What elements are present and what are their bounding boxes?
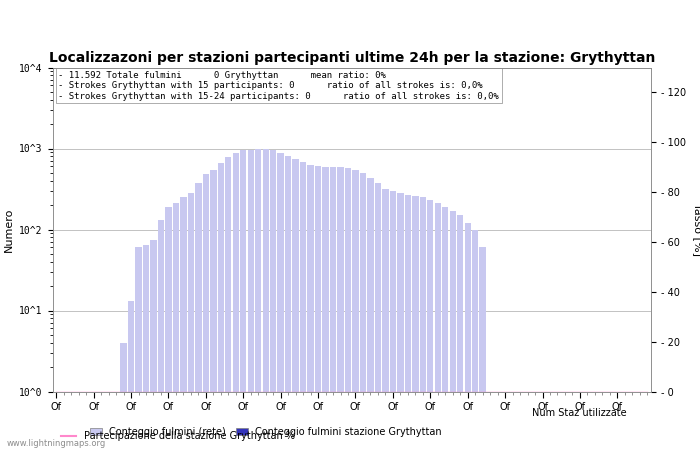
Bar (68, 392, 74, 450)
Bar (607, 392, 613, 450)
Bar (599, 392, 605, 450)
Legend: Partecipazione della stazione Grythyttan %: Partecipazione della stazione Grythyttan… (57, 428, 298, 445)
Bar (502, 392, 508, 450)
Bar (382, 189, 389, 450)
Bar (435, 203, 441, 450)
Bar (465, 223, 471, 450)
Bar (120, 343, 127, 450)
Text: Num Staz utilizzate: Num Staz utilizzate (532, 408, 626, 418)
Bar (510, 392, 516, 450)
Bar (53, 392, 60, 450)
Bar (629, 392, 636, 450)
Bar (352, 170, 358, 450)
Bar (128, 301, 134, 450)
Bar (480, 248, 486, 450)
Bar (374, 184, 381, 450)
Bar (368, 178, 374, 450)
Bar (300, 162, 307, 450)
Bar (412, 196, 419, 450)
Bar (188, 194, 194, 450)
Bar (90, 392, 97, 450)
Bar (397, 194, 404, 450)
Bar (195, 184, 202, 450)
Bar (524, 392, 531, 450)
Bar (270, 150, 276, 450)
Bar (203, 174, 209, 450)
Bar (76, 392, 82, 450)
Bar (277, 153, 284, 450)
Bar (262, 149, 269, 450)
Bar (449, 211, 456, 450)
Bar (554, 392, 561, 450)
Bar (218, 162, 224, 450)
Bar (255, 149, 261, 450)
Y-axis label: Tasso [%]: Tasso [%] (692, 203, 700, 256)
Bar (360, 173, 366, 450)
Bar (592, 392, 598, 450)
Y-axis label: Numero: Numero (4, 207, 14, 252)
Bar (547, 392, 553, 450)
Bar (345, 168, 351, 450)
Bar (135, 248, 141, 450)
Bar (614, 392, 620, 450)
Bar (143, 245, 149, 450)
Bar (562, 392, 568, 450)
Text: - 11.592 Totale fulmini      0 Grythyttan      mean ratio: 0%
- Strokes Grythytt: - 11.592 Totale fulmini 0 Grythyttan mea… (59, 71, 499, 100)
Bar (293, 158, 299, 450)
Bar (419, 197, 426, 450)
Bar (494, 392, 500, 450)
Bar (113, 392, 119, 450)
Bar (83, 392, 90, 450)
Title: Localizzazoni per stazioni partecipanti ultime 24h per la stazione: Grythyttan: Localizzazoni per stazioni partecipanti … (48, 51, 655, 65)
Bar (150, 239, 157, 450)
Bar (584, 392, 591, 450)
Bar (158, 220, 164, 450)
Bar (487, 392, 494, 450)
Bar (517, 392, 524, 450)
Bar (315, 166, 321, 450)
Bar (532, 392, 538, 450)
Bar (636, 392, 643, 450)
Bar (622, 392, 628, 450)
Bar (644, 392, 650, 450)
Bar (173, 203, 179, 450)
Bar (248, 149, 254, 450)
Bar (472, 230, 478, 450)
Bar (539, 392, 546, 450)
Bar (457, 215, 463, 450)
Bar (60, 392, 67, 450)
Legend: Conteggio fulmini (rete), Conteggio fulmini stazione Grythyttan: Conteggio fulmini (rete), Conteggio fulm… (86, 423, 446, 441)
Bar (427, 200, 433, 450)
Bar (106, 392, 112, 450)
Bar (232, 153, 239, 450)
Bar (390, 191, 396, 450)
Bar (98, 392, 104, 450)
Bar (240, 150, 246, 450)
Bar (180, 197, 187, 450)
Bar (569, 392, 575, 450)
Bar (405, 194, 411, 450)
Bar (442, 207, 449, 450)
Text: www.lightningmaps.org: www.lightningmaps.org (7, 438, 106, 447)
Bar (225, 157, 232, 450)
Bar (330, 167, 336, 450)
Bar (337, 167, 344, 450)
Bar (165, 207, 172, 450)
Bar (307, 165, 314, 450)
Bar (285, 156, 291, 450)
Bar (210, 170, 216, 450)
Bar (577, 392, 583, 450)
Bar (323, 167, 329, 450)
